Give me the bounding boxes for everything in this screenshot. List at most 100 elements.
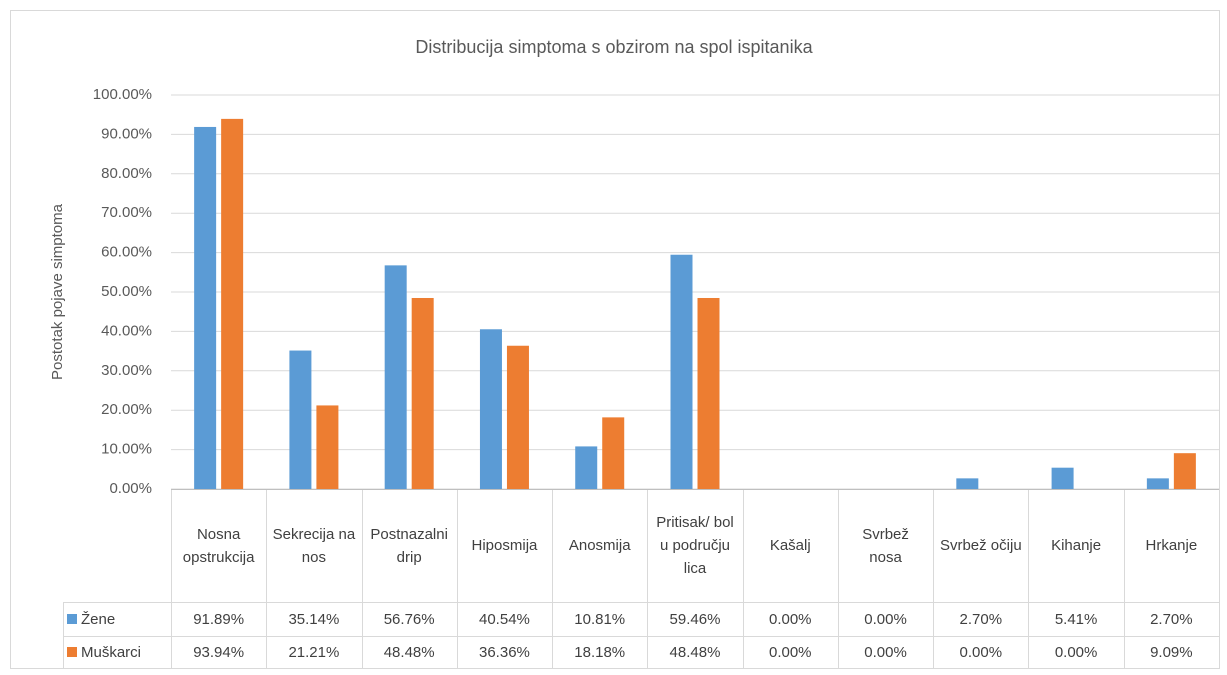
bar bbox=[575, 446, 598, 489]
table-value: 0.00% bbox=[933, 636, 1028, 668]
table-value: 18.18% bbox=[552, 636, 647, 668]
legend-key bbox=[67, 647, 77, 657]
bar bbox=[289, 350, 312, 489]
chart-title: Distribucija simptoma s obzirom na spol … bbox=[415, 37, 813, 57]
table-value-text: 0.00% bbox=[864, 610, 907, 628]
legend-entry-text: Muškarci bbox=[81, 643, 142, 661]
table-value-text: 93.94% bbox=[193, 643, 245, 661]
table-value: 9.09% bbox=[1124, 636, 1219, 668]
x-tick-label: Svrbež očiju bbox=[933, 489, 1028, 602]
x-tick-label: Svrbež nosa bbox=[838, 489, 933, 602]
x-tick-label: Nosna opstrukcija bbox=[171, 489, 266, 602]
x-tick-label-text: Anosmija bbox=[568, 537, 631, 554]
table-value-text: 0.00% bbox=[1054, 643, 1098, 661]
table-value-text: 48.48% bbox=[383, 643, 435, 661]
y-tick-label: 80.00% bbox=[101, 165, 152, 182]
y-tick-label: 70.00% bbox=[101, 204, 152, 221]
bar bbox=[411, 297, 434, 489]
y-tick-label: 100.00% bbox=[93, 86, 152, 103]
table-value: 91.89% bbox=[171, 602, 266, 636]
table-value-text: 56.76% bbox=[383, 610, 435, 628]
bar bbox=[602, 417, 625, 489]
table-value-text: 91.89% bbox=[193, 610, 245, 628]
x-tick-label-text: Postnazalni drip bbox=[370, 525, 448, 566]
table-value-text: 0.00% bbox=[864, 643, 907, 661]
bar bbox=[316, 405, 339, 489]
x-tick-label: Sekrecija na nos bbox=[266, 489, 361, 602]
bar bbox=[1146, 478, 1169, 489]
table-value: 5.41% bbox=[1028, 602, 1123, 636]
x-tick-label: Kašalj bbox=[743, 489, 838, 602]
table-value: 0.00% bbox=[743, 602, 838, 636]
table-value: 48.48% bbox=[362, 636, 457, 668]
table-value-text: 5.41% bbox=[1054, 610, 1098, 628]
bar bbox=[384, 265, 407, 489]
x-tick-label-text: Nosna opstrukcija bbox=[182, 525, 255, 566]
table-value: 2.70% bbox=[1124, 602, 1219, 636]
table-value: 48.48% bbox=[647, 636, 742, 668]
table-value-text: 59.46% bbox=[669, 610, 721, 628]
bar bbox=[697, 297, 720, 489]
bar bbox=[956, 478, 979, 489]
table-value: 10.81% bbox=[552, 602, 647, 636]
table-value-text: 2.70% bbox=[959, 610, 1003, 628]
table-value-text: 18.18% bbox=[574, 643, 626, 661]
table-value: 0.00% bbox=[743, 636, 838, 668]
y-tick-label: 10.00% bbox=[101, 441, 152, 458]
table-value: 0.00% bbox=[838, 636, 933, 668]
x-tick-label-text: Kihanje bbox=[1051, 537, 1102, 554]
bar bbox=[1051, 467, 1074, 489]
x-tick-label-text: Svrbež nosa bbox=[862, 525, 909, 566]
table-value: 35.14% bbox=[266, 602, 361, 636]
bar bbox=[670, 254, 693, 489]
x-tick-label: Postnazalni drip bbox=[362, 489, 457, 602]
x-tick-label: Anosmija bbox=[552, 489, 647, 602]
x-tick-label-text: Kašalj bbox=[769, 537, 811, 554]
x-tick-label-text: Pritisak/ bol u području lica bbox=[656, 514, 734, 577]
table-value-text: 0.00% bbox=[959, 643, 1003, 661]
y-tick-label: 0.00% bbox=[109, 480, 152, 497]
bar bbox=[506, 345, 529, 489]
table-value: 93.94% bbox=[171, 636, 266, 668]
x-tick-label-text: Svrbež očiju bbox=[939, 537, 1022, 554]
table-value-text: 48.48% bbox=[669, 643, 721, 661]
table-value-text: 21.21% bbox=[288, 643, 340, 661]
table-value-text: 40.54% bbox=[479, 610, 530, 628]
y-tick-label: 40.00% bbox=[101, 322, 152, 339]
bar bbox=[479, 329, 502, 489]
legend-key bbox=[67, 614, 77, 624]
x-tick-label-text: Sekrecija na nos bbox=[272, 525, 356, 566]
table-value: 0.00% bbox=[838, 602, 933, 636]
x-tick-label: Pritisak/ bol u području lica bbox=[647, 489, 742, 602]
legend-entry: Muškarci bbox=[63, 636, 171, 668]
y-tick-label: 30.00% bbox=[101, 362, 152, 379]
table-value: 56.76% bbox=[362, 602, 457, 636]
table-value-text: 36.36% bbox=[479, 643, 530, 661]
table-value: 40.54% bbox=[457, 602, 552, 636]
x-tick-label-text: Hrkanje bbox=[1145, 537, 1198, 554]
table-value: 2.70% bbox=[933, 602, 1028, 636]
x-tick-label: Kihanje bbox=[1028, 489, 1123, 602]
y-tick-label: 50.00% bbox=[101, 283, 152, 300]
y-tick-label: 60.00% bbox=[101, 244, 152, 261]
y-tick-label: 20.00% bbox=[101, 401, 152, 418]
table-value-text: 9.09% bbox=[1150, 643, 1193, 661]
bar bbox=[1173, 453, 1196, 489]
table-value-text: 2.70% bbox=[1150, 610, 1193, 628]
table-value: 21.21% bbox=[266, 636, 361, 668]
y-axis-label: Postotak pojave simptoma bbox=[49, 203, 66, 380]
table-value-text: 35.14% bbox=[288, 610, 340, 628]
x-tick-label: Hiposmija bbox=[457, 489, 552, 602]
table-value-text: 10.81% bbox=[574, 610, 626, 628]
table-value: 59.46% bbox=[647, 602, 742, 636]
table-value: 36.36% bbox=[457, 636, 552, 668]
y-tick-label: 90.00% bbox=[101, 125, 152, 142]
x-tick-label: Hrkanje bbox=[1124, 489, 1219, 602]
bar bbox=[194, 126, 217, 489]
legend-entry-text: Žene bbox=[81, 610, 116, 628]
bar bbox=[221, 118, 244, 489]
x-tick-label-text: Hiposmija bbox=[471, 537, 538, 554]
legend-entry: Žene bbox=[63, 602, 171, 636]
